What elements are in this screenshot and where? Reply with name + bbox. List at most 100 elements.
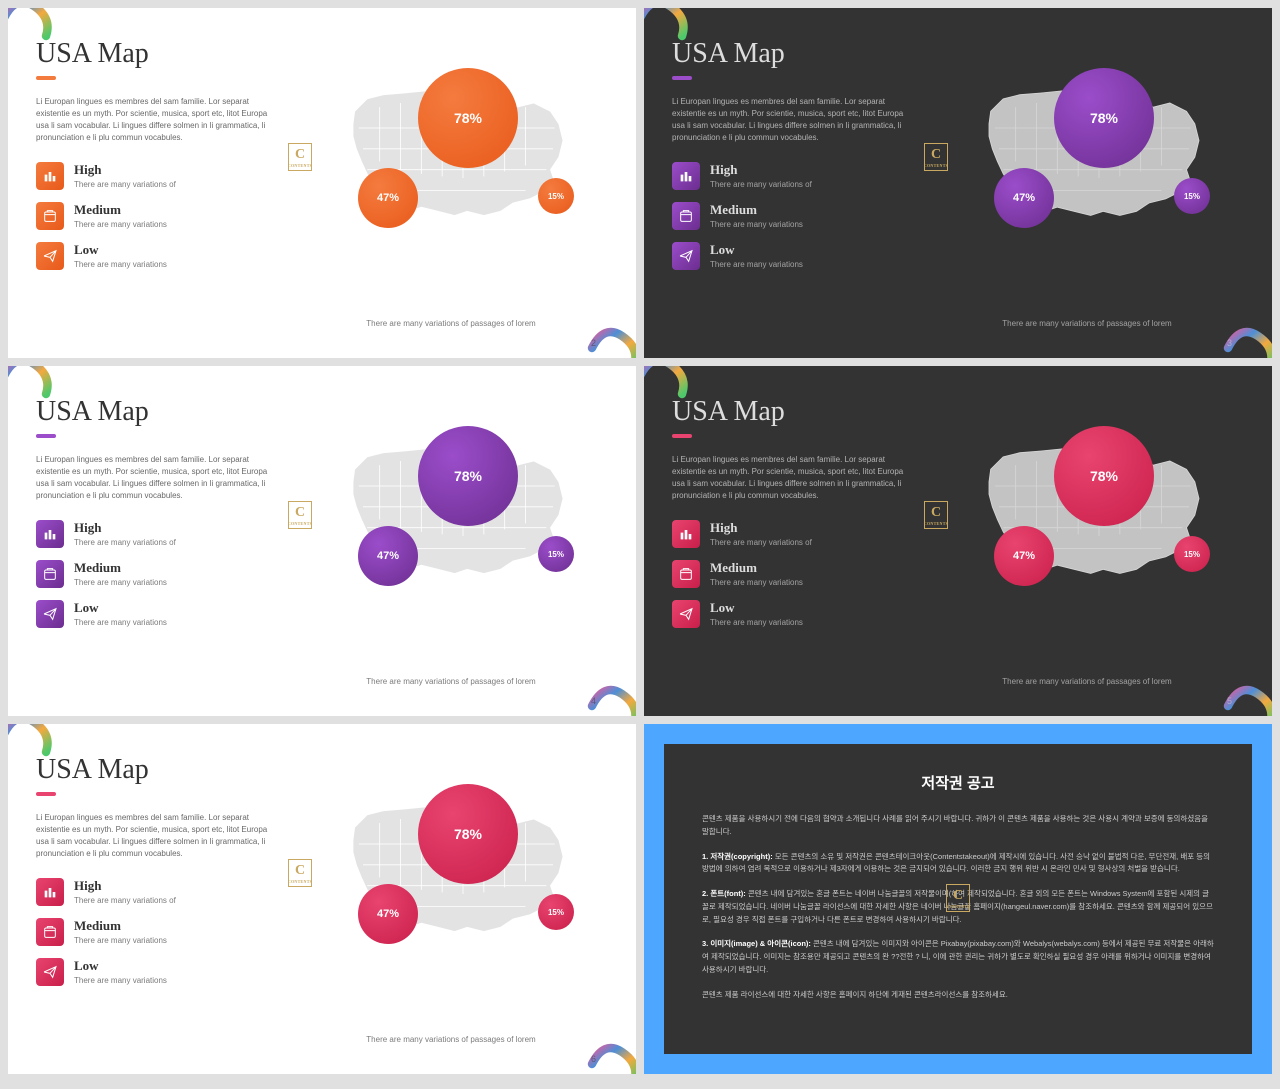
copyright-para: 콘텐츠 제품을 사용하시기 전에 다음의 협약과 소개됩니다 사례를 읽어 주시… — [702, 813, 1214, 839]
legend-sub: There are many variations of — [74, 896, 176, 905]
legend-icon — [36, 162, 64, 190]
legend-title: High — [74, 878, 176, 894]
legend-title: Medium — [710, 560, 803, 576]
slide-title: USA Map — [36, 38, 608, 70]
legend-icon — [36, 560, 64, 588]
usa-map: 78% 47% 15% — [318, 794, 608, 1004]
usa-map: 78% 47% 15% — [318, 436, 608, 646]
slide-title: USA Map — [36, 754, 608, 786]
description: Li Europan lingues es membres del sam fa… — [36, 454, 276, 502]
legend-title: Low — [74, 242, 167, 258]
legend-title: Low — [74, 600, 167, 616]
legend-title: High — [710, 162, 812, 178]
legend-sub: There are many variations of — [710, 180, 812, 189]
watermark-icon: CCONTENTS — [288, 859, 312, 887]
legend-icon — [672, 600, 700, 628]
bubble-medium: 47% — [358, 884, 418, 944]
bubble-high: 78% — [418, 68, 518, 168]
bubble-high: 78% — [418, 426, 518, 526]
map-caption: There are many variations of passages of… — [326, 319, 576, 328]
legend-sub: There are many variations — [74, 260, 167, 269]
bubble-medium: 47% — [358, 526, 418, 586]
legend-title: Medium — [74, 560, 167, 576]
legend-sub: There are many variations — [710, 220, 803, 229]
slide-5: USA Map Li Europan lingues es membres de… — [644, 366, 1272, 716]
legend-sub: There are many variations — [74, 976, 167, 985]
slide-6: USA Map Li Europan lingues es membres de… — [8, 724, 636, 1074]
bubble-medium: 47% — [994, 526, 1054, 586]
legend-sub: There are many variations of — [74, 538, 176, 547]
copyright-para: 콘텐츠 제품 라이선스에 대한 자세한 사항은 홈페이지 하단에 게재된 콘텐츠… — [702, 989, 1214, 1002]
legend-sub: There are many variations — [74, 578, 167, 587]
legend-sub: There are many variations of — [710, 538, 812, 547]
legend-icon — [36, 878, 64, 906]
description: Li Europan lingues es membres del sam fa… — [36, 812, 276, 860]
legend-icon — [672, 202, 700, 230]
slide-title: USA Map — [36, 396, 608, 428]
watermark-icon: CCONTENTS — [924, 501, 948, 529]
copyright-para: 1. 저작권(copyright): 모든 콘텐츠의 소유 및 저작권은 콘텐츠… — [702, 851, 1214, 877]
page-number: 5 — [1227, 696, 1232, 706]
usa-map: 78% 47% 15% — [954, 78, 1244, 288]
watermark-icon: CCONTENTS — [924, 143, 948, 171]
legend-title: Low — [710, 242, 803, 258]
bubble-low: 15% — [538, 536, 574, 572]
legend-sub: There are many variations of — [74, 180, 176, 189]
accent-bar — [672, 434, 692, 438]
slide-2: USA Map Li Europan lingues es membres de… — [8, 8, 636, 358]
legend-icon — [36, 242, 64, 270]
bubble-high: 78% — [1054, 426, 1154, 526]
legend-sub: There are many variations — [710, 578, 803, 587]
accent-bar — [36, 792, 56, 796]
legend-sub: There are many variations — [710, 260, 803, 269]
map-caption: There are many variations of passages of… — [962, 677, 1212, 686]
copyright-title: 저작권 공고 — [702, 772, 1214, 793]
copyright-slide: 저작권 공고 콘텐츠 제품을 사용하시기 전에 다음의 협약과 소개됩니다 사례… — [644, 724, 1272, 1074]
bubble-high: 78% — [1054, 68, 1154, 168]
legend-icon — [36, 600, 64, 628]
accent-bar — [672, 76, 692, 80]
legend-icon — [672, 560, 700, 588]
map-caption: There are many variations of passages of… — [326, 1035, 576, 1044]
bubble-medium: 47% — [358, 168, 418, 228]
watermark-icon: CCONTENTS — [288, 501, 312, 529]
legend-title: Medium — [710, 202, 803, 218]
legend-icon — [672, 242, 700, 270]
legend-icon — [672, 520, 700, 548]
description: Li Europan lingues es membres del sam fa… — [672, 96, 912, 144]
map-caption: There are many variations of passages of… — [326, 677, 576, 686]
legend-title: High — [74, 520, 176, 536]
slide-title: USA Map — [672, 38, 1244, 70]
bubble-low: 15% — [1174, 178, 1210, 214]
description: Li Europan lingues es membres del sam fa… — [672, 454, 912, 502]
page-number: 6 — [591, 1054, 596, 1064]
usa-map: 78% 47% 15% — [954, 436, 1244, 646]
legend-sub: There are many variations — [74, 220, 167, 229]
legend-icon — [36, 202, 64, 230]
legend-title: Low — [710, 600, 803, 616]
bubble-low: 15% — [538, 894, 574, 930]
page-number: 2 — [591, 338, 596, 348]
page-number: 4 — [591, 696, 596, 706]
legend-title: Low — [74, 958, 167, 974]
legend-title: Medium — [74, 918, 167, 934]
watermark-icon: CCONTENTS — [288, 143, 312, 171]
legend-icon — [36, 918, 64, 946]
accent-bar — [36, 76, 56, 80]
legend-icon — [36, 520, 64, 548]
slide-4: USA Map Li Europan lingues es membres de… — [8, 366, 636, 716]
bubble-low: 15% — [538, 178, 574, 214]
bubble-high: 78% — [418, 784, 518, 884]
description: Li Europan lingues es membres del sam fa… — [36, 96, 276, 144]
legend-icon — [36, 958, 64, 986]
usa-map: 78% 47% 15% — [318, 78, 608, 288]
slide-3: USA Map Li Europan lingues es membres de… — [644, 8, 1272, 358]
legend-title: High — [710, 520, 812, 536]
map-caption: There are many variations of passages of… — [962, 319, 1212, 328]
legend-sub: There are many variations — [710, 618, 803, 627]
legend-sub: There are many variations — [74, 936, 167, 945]
legend-title: High — [74, 162, 176, 178]
watermark-icon: CCONTENTS — [946, 884, 970, 912]
slide-title: USA Map — [672, 396, 1244, 428]
legend-title: Medium — [74, 202, 167, 218]
